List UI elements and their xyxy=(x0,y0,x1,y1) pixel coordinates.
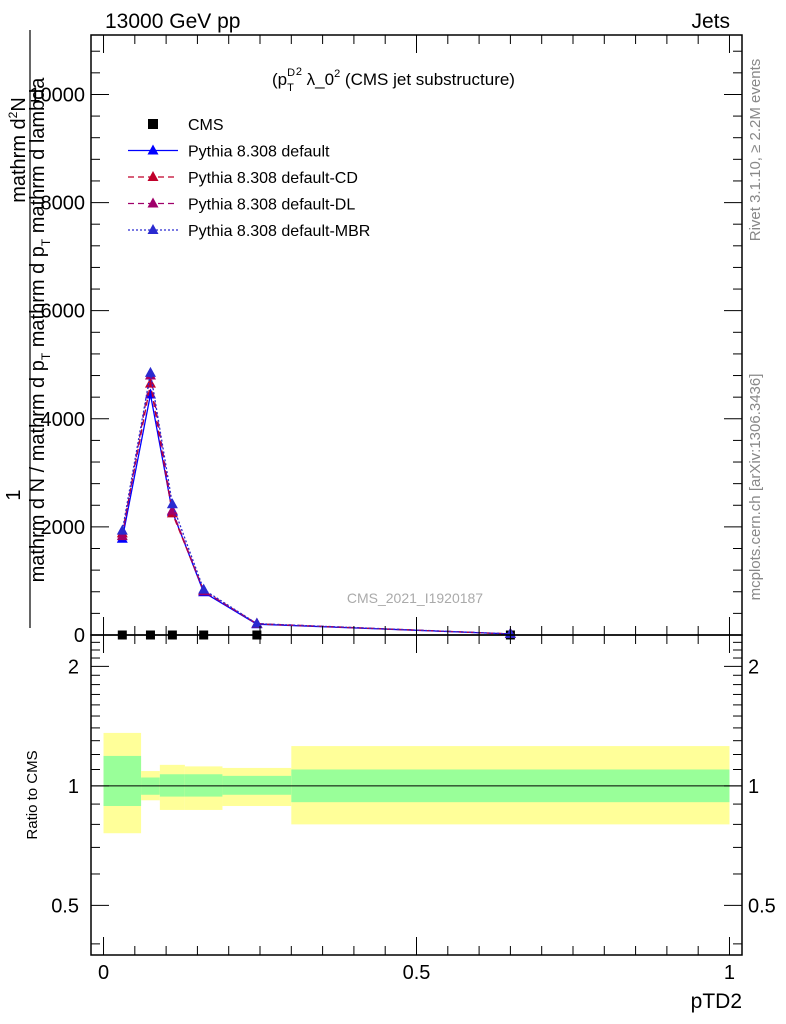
ratio-stat-band xyxy=(222,775,292,795)
energy-label: 13000 GeV pp xyxy=(105,10,240,33)
y-tick-label: 6000 xyxy=(41,301,86,323)
ratio-y-tick-label: 0.5 xyxy=(51,895,79,917)
ratio-plot: 0.5 0.51 12 2 0 0.5 1 Ratio to CMS pTD2 xyxy=(24,634,776,1013)
series-point-4 xyxy=(144,366,156,377)
ratio-y-tick-label-right: 0.5 xyxy=(748,895,776,917)
y-tick-label: 0 xyxy=(74,625,85,647)
ratio-y-tick-label-right: 2 xyxy=(748,656,759,678)
ratio-y-tick-label-right: 1 xyxy=(748,776,759,798)
main-y-ticks: 0 2000 4000 6000 8000 10000 xyxy=(29,50,742,647)
plot-title: (pD T2 λ_02 (CMS jet substructure) xyxy=(272,66,515,94)
ratio-x-ticks: 0 0.5 1 xyxy=(98,635,735,984)
ratio-stat-band xyxy=(103,755,142,807)
ratio-y-ticks: 0.5 0.5 1 1 2 2 xyxy=(51,641,776,945)
group-label: Jets xyxy=(691,10,730,33)
legend-label: Pythia 8.308 default-DL xyxy=(188,197,355,214)
legend-label: CMS xyxy=(188,117,224,134)
legend-marker xyxy=(147,144,159,155)
series-point-4 xyxy=(251,617,263,628)
analysis-watermark: CMS_2021_I1920187 xyxy=(347,590,483,606)
y-label-denominator: mathrm d N / mathrm d pT mathrm d pT mat… xyxy=(27,77,53,583)
series-point-4 xyxy=(198,583,210,594)
ratio-bands-layer xyxy=(103,732,730,834)
y-tick-label: 2000 xyxy=(41,517,86,539)
legend-marker xyxy=(147,197,159,208)
legend-marker xyxy=(147,171,159,181)
series-line-4 xyxy=(121,372,511,635)
x-tick-label: 1 xyxy=(724,962,735,984)
series-point-4 xyxy=(116,524,128,535)
series-point-4 xyxy=(166,498,178,509)
ratio-y-label: Ratio to CMS xyxy=(24,750,41,839)
y-label-top: mathrm d2N xyxy=(6,97,30,203)
main-x-ticks xyxy=(103,35,730,635)
y-tick-label: 8000 xyxy=(41,193,86,215)
y-label-numerator: 1 xyxy=(3,489,25,500)
main-series-layer xyxy=(116,366,516,640)
x-tick-label: 0 xyxy=(98,962,109,984)
x-tick-label: 0.5 xyxy=(403,962,431,984)
series-point-3 xyxy=(116,530,128,541)
rivet-version: Rivet 3.1.10, ≥ 2.2M events xyxy=(747,59,764,242)
legend-label: Pythia 8.308 default-MBR xyxy=(188,223,370,240)
ratio-y-tick-label: 1 xyxy=(68,776,79,798)
legend-label: Pythia 8.308 default-CD xyxy=(188,170,358,187)
legend-marker xyxy=(147,224,159,234)
series-point-2 xyxy=(144,377,156,388)
main-plot: 0 2000 4000 6000 8000 10000 (pD T2 λ_02 (CMS j… xyxy=(3,30,743,647)
y-tick-label: 4000 xyxy=(41,409,86,431)
legend: CMS Pythia 8.308 default Pythia 8.308 defa… xyxy=(128,117,370,240)
ratio-y-tick-label: 2 xyxy=(68,656,79,678)
legend-label: Pythia 8.308 default xyxy=(188,144,330,161)
legend-marker-cms xyxy=(148,119,158,129)
x-axis-label: pTD2 xyxy=(691,990,742,1013)
mcplots-credit: mcplots.cern.ch [arXiv:1306.3436] xyxy=(747,374,764,601)
main-y-label: 1 mathrm d2N mathrm d N / mathrm d pT ma… xyxy=(3,30,53,628)
y-tick-label: 10000 xyxy=(29,84,85,106)
